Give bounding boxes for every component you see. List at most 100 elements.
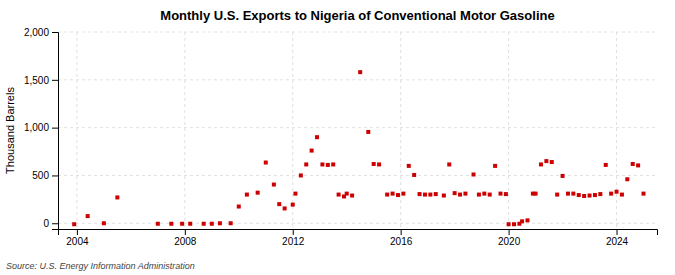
point — [472, 172, 476, 176]
x-axis: 200420082012201620202024 — [59, 229, 658, 247]
tick-mark — [52, 175, 58, 176]
point — [534, 192, 538, 196]
tick: 500 — [32, 170, 58, 181]
point — [493, 164, 497, 168]
point — [477, 193, 481, 197]
point — [391, 192, 395, 196]
point — [593, 193, 597, 197]
tick: 2004 — [66, 229, 89, 247]
point — [642, 192, 646, 196]
point — [442, 194, 446, 198]
point — [202, 222, 206, 226]
grid-line — [58, 79, 657, 80]
point — [283, 206, 287, 210]
point — [544, 159, 548, 163]
point — [102, 221, 106, 225]
point — [304, 162, 308, 166]
grid-line — [58, 223, 657, 224]
point — [229, 221, 233, 225]
point — [488, 193, 492, 197]
point — [401, 192, 405, 196]
point — [571, 192, 575, 196]
point — [385, 193, 389, 197]
tick-label: 1,500 — [24, 75, 49, 86]
grid-line — [400, 32, 401, 229]
point — [272, 183, 276, 187]
point — [482, 192, 486, 196]
point — [337, 193, 341, 197]
point — [350, 194, 354, 198]
tick-label: 0 — [43, 218, 49, 229]
point — [550, 160, 554, 164]
tick-mark — [52, 32, 58, 33]
tick: 2008 — [174, 229, 197, 247]
point — [555, 193, 559, 197]
point — [245, 193, 249, 197]
point — [504, 192, 508, 196]
point — [188, 222, 192, 226]
point — [625, 177, 629, 181]
point — [423, 193, 427, 197]
point — [72, 222, 76, 226]
grid-line — [184, 32, 185, 229]
point — [372, 162, 376, 166]
tick: 0 — [43, 218, 58, 229]
point — [588, 194, 592, 198]
point — [418, 192, 422, 196]
point — [218, 221, 222, 225]
point — [320, 162, 324, 166]
axis-line — [52, 33, 59, 230]
grid-line — [58, 32, 657, 33]
axis-line — [59, 230, 658, 236]
point — [447, 162, 451, 166]
point — [115, 195, 119, 199]
points — [72, 70, 645, 226]
tick-label: 2016 — [390, 236, 413, 247]
tick-mark — [52, 128, 58, 129]
point — [358, 70, 362, 74]
tick-label: 2020 — [498, 236, 521, 247]
title: Monthly U.S. Exports to Nigeria of Conve… — [160, 8, 554, 23]
point — [86, 214, 90, 218]
point — [561, 174, 565, 178]
point — [256, 191, 260, 195]
tick-mark — [509, 229, 510, 235]
tick-mark — [52, 80, 58, 81]
grid-line — [58, 127, 657, 128]
tick: 2024 — [606, 229, 629, 247]
point — [180, 222, 184, 226]
source: Source: U.S. Energy Information Administ… — [6, 261, 195, 271]
point — [210, 222, 214, 226]
point — [237, 205, 241, 209]
point — [507, 222, 511, 226]
point — [453, 191, 457, 195]
y-axis: 05001,0001,5002,000 — [24, 27, 59, 230]
grid-line — [76, 32, 77, 229]
tick-mark — [401, 229, 402, 235]
tick-mark — [293, 229, 294, 235]
tick-label: 2,000 — [24, 27, 49, 38]
plot: 20042008201220162020202405001,0001,5002,… — [24, 27, 658, 247]
point — [620, 193, 624, 197]
point — [291, 203, 295, 207]
grid-line — [292, 32, 293, 229]
tick: 2020 — [498, 229, 521, 247]
tick-mark — [617, 229, 618, 235]
point — [463, 192, 467, 196]
chart: 20042008201220162020202405001,0001,5002,… — [0, 0, 675, 275]
tick-mark — [52, 223, 58, 224]
point — [604, 163, 608, 167]
point — [299, 173, 303, 177]
tick-mark — [185, 229, 186, 235]
tick-mark — [77, 229, 78, 235]
point — [566, 192, 570, 196]
point — [636, 163, 640, 167]
tick: 2016 — [390, 229, 413, 247]
y-axis-title: Thousand Barrels — [4, 87, 16, 174]
point — [525, 218, 529, 222]
point — [331, 162, 335, 166]
point — [609, 192, 613, 196]
point — [326, 163, 330, 167]
point — [512, 222, 516, 226]
point — [156, 222, 160, 226]
